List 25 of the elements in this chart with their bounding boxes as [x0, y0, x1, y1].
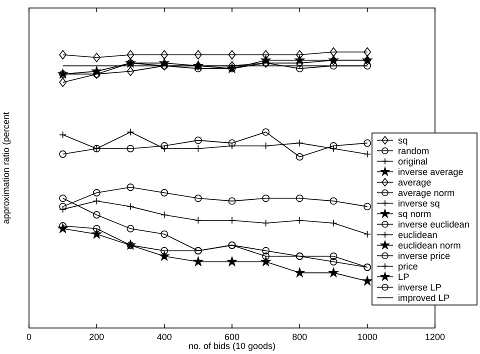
legend-label: average [398, 178, 432, 188]
legend-label: inverse price [398, 251, 450, 262]
x-tick-label: 400 [156, 332, 172, 342]
legend-label: average norm [398, 188, 456, 198]
x-tick-label: 200 [89, 332, 104, 342]
legend-label: LP [398, 272, 410, 282]
legend-label: euclidean norm [398, 240, 462, 251]
x-tick-label: 1200 [424, 332, 446, 342]
legend-label: improved LP [398, 293, 450, 304]
legend-label: original [398, 156, 428, 167]
x-axis-title: no. of bids (10 goods) [188, 341, 276, 351]
legend-label: sq norm [398, 209, 432, 220]
legend-label: inverse euclidean [398, 220, 470, 230]
x-tick-label: 0 [26, 332, 32, 342]
legend-label: inverse average [398, 167, 464, 178]
x-tick-label: 800 [292, 332, 308, 342]
y-axis-title: approximation ratio (percent [1, 111, 11, 224]
legend-label: euclidean [398, 230, 438, 240]
legend-label: price [398, 262, 418, 272]
legend-label: sq [398, 136, 408, 146]
x-tick-label: 600 [224, 332, 240, 342]
legend-label: random [398, 146, 430, 156]
x-tick-label: 1000 [357, 332, 378, 342]
legend-label: inverse LP [398, 282, 442, 293]
legend-label: inverse sq [398, 198, 440, 209]
